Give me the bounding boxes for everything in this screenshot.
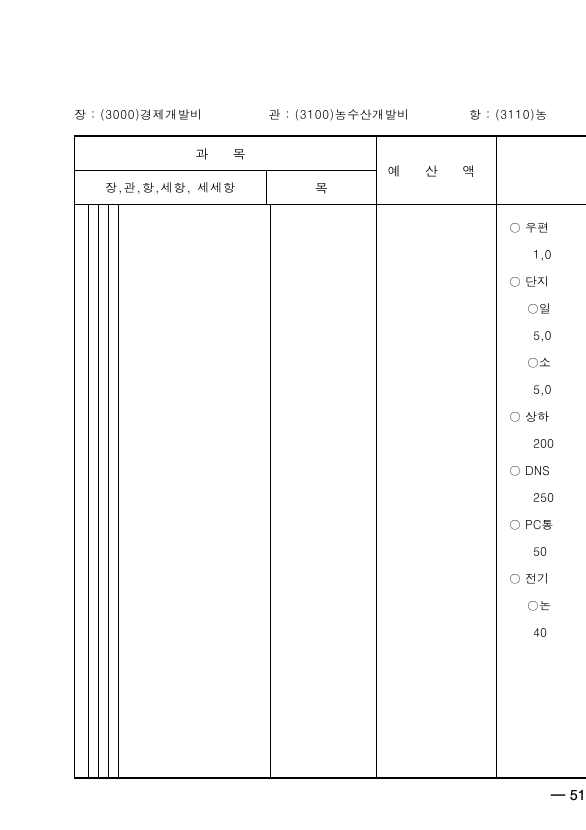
yesan-body — [377, 205, 496, 777]
detail-sub-item: ○소 — [527, 354, 586, 371]
page-number: — 51 — [551, 784, 586, 804]
detail-main-item: ○ 상하 — [509, 408, 586, 425]
vertical-line — [89, 205, 99, 777]
detail-value: 250 — [533, 489, 586, 506]
body-left — [119, 205, 271, 777]
column-yesan: 예 산 액 — [377, 137, 497, 777]
detail-main-item: ○ 단지 — [509, 273, 586, 290]
gwamok-header: 과 목 — [75, 137, 376, 171]
vertical-line — [109, 205, 119, 777]
detail-value: 50 — [533, 543, 586, 560]
body-right — [271, 205, 376, 777]
detail-sub-item: ○논 — [527, 597, 586, 614]
detail-value: 40 — [533, 624, 586, 641]
detail-header — [497, 137, 586, 205]
detail-sub-item: ○일 — [527, 300, 586, 317]
column-gwamok: 과 목 장,관,항,세항, 세세항 목 — [75, 137, 377, 777]
column-detail: ○ 우편 1,0 ○ 단지 ○일 5,0 ○소 5,0 ○ 상하 200 ○ DNS 250 ○ PC… — [497, 137, 586, 777]
header-jang: 장 : (3000)경제개발비 — [74, 106, 264, 123]
detail-value: 5,0 — [533, 381, 586, 398]
vertical-line — [75, 205, 89, 777]
detail-main-item: ○ 우편 — [509, 219, 586, 236]
detail-value: 5,0 — [533, 327, 586, 344]
gwamok-body — [75, 205, 376, 777]
vertical-line — [99, 205, 109, 777]
detail-body: ○ 우편 1,0 ○ 단지 ○일 5,0 ○소 5,0 ○ 상하 200 ○ DNS 250 ○ PC… — [497, 205, 586, 777]
gwamok-subheader: 장,관,항,세항, 세세항 목 — [75, 171, 376, 205]
budget-table: 과 목 장,관,항,세항, 세세항 목 예 산 액 ○ 우편 1,0 ○ 단지 ○일 5… — [74, 135, 586, 779]
yesan-header: 예 산 액 — [377, 137, 496, 205]
detail-value: 200 — [533, 435, 586, 452]
header-gwan: 관 : (3100)농수산개발비 — [269, 106, 465, 123]
detail-main-item: ○ DNS — [509, 462, 586, 479]
detail-value: 1,0 — [533, 246, 586, 263]
detail-main-item: ○ 전기 — [509, 570, 586, 587]
header-line: 장 : (3000)경제개발비 관 : (3100)농수산개발비 항 : (31… — [74, 106, 586, 123]
subheader-right: 목 — [267, 171, 376, 204]
subheader-left: 장,관,항,세항, 세세항 — [75, 171, 267, 204]
detail-main-item: ○ PC통 — [509, 516, 586, 533]
header-hang: 항 : (3110)농 — [469, 106, 548, 123]
